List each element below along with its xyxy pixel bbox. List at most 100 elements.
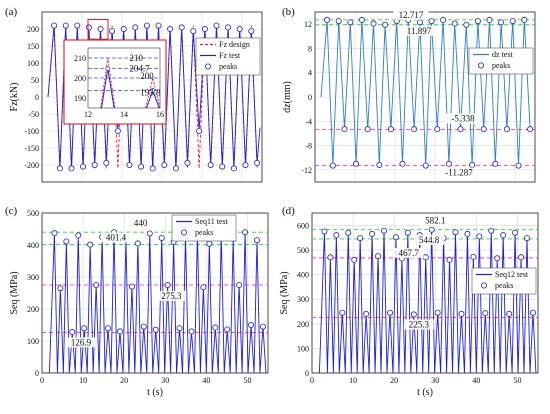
legend-entry: peaks [219, 62, 237, 71]
peak-marker [470, 253, 477, 260]
plot-frame [311, 212, 539, 374]
peak-marker [500, 232, 507, 239]
legend-entry: dz test [492, 50, 513, 59]
peak-marker [458, 310, 465, 317]
peak-marker [85, 24, 92, 31]
inset-peak-marker [105, 66, 111, 71]
peak-marker [327, 254, 334, 261]
inset-x-tick: 14 [120, 110, 128, 119]
series-seq-test [318, 229, 537, 374]
peak-marker [109, 28, 116, 35]
panel-a: -200 -150 -100 -50 0 50 100 150 200 Fz(kN) (a) Fz d… [5, 6, 263, 183]
peak-marker [353, 160, 360, 167]
annotation-box [130, 218, 151, 229]
legend-marker [480, 282, 487, 289]
peak-marker [146, 230, 153, 237]
y-tick-label: -50 [28, 110, 39, 119]
y-axis-label: Fz(kN) [9, 83, 20, 112]
y-tick-label: 12 [304, 20, 312, 29]
peak-marker [457, 126, 464, 133]
plot-frame [41, 212, 269, 374]
annotation-box [438, 167, 480, 178]
peak-marker [200, 284, 207, 291]
peak-marker [527, 126, 534, 133]
y-tick-label: 8 [308, 44, 312, 53]
y-tick-label: -12 [301, 166, 312, 175]
x-axis-label: t (s) [147, 387, 163, 398]
annotation-box [156, 290, 187, 301]
peak-marker [155, 22, 162, 29]
x-tick-label: 50 [243, 376, 251, 385]
peak-marker [219, 163, 226, 170]
panel-b: -12 -8 -4 0 4 8 12 dz(mm) (b) 12.717 11.897 -5.338 -… [282, 6, 536, 183]
annotation-label: 401.4 [106, 233, 127, 243]
plot-frame [41, 11, 263, 183]
annotation-box [445, 113, 481, 124]
y-tick-label: -100 [24, 127, 39, 136]
y-tick-label: 300 [297, 295, 309, 304]
peak-marker [416, 19, 423, 26]
peak-marker [512, 229, 519, 236]
peak-marker [445, 160, 452, 167]
x-axis-label: t (s) [417, 387, 433, 398]
peak-marker [329, 162, 336, 169]
annotation-box [100, 232, 131, 243]
peak-marker [225, 24, 232, 31]
peak-marker [178, 24, 185, 31]
peak-marker [93, 281, 100, 288]
peak-marker [498, 19, 505, 26]
peak-marker [81, 325, 88, 332]
series-dz-test [320, 19, 531, 166]
peak-marker [236, 25, 243, 32]
peak-marker [381, 227, 388, 234]
peak-marker [387, 126, 394, 133]
peak-marker [482, 310, 489, 317]
peak-marker [333, 232, 340, 239]
peak-marker [474, 18, 481, 25]
peak-marker [134, 240, 141, 247]
peak-marker [476, 233, 483, 240]
peak-marker [503, 126, 510, 133]
y-tick-label: 400 [27, 241, 39, 250]
y-tick-label: 100 [297, 344, 309, 353]
inset-frame [63, 39, 167, 125]
peak-marker [57, 285, 64, 292]
legend-entry: peaks [495, 281, 513, 290]
legend-marker [180, 229, 187, 236]
peak-marker [428, 226, 435, 233]
annotation-box [403, 319, 434, 330]
peak-marker [56, 165, 63, 172]
panel-c: 0 100 200 300 400 500 0 10 20 30 40 50 Seq (MPa) t (s… [5, 205, 269, 398]
legend-entry: Fz test [219, 51, 241, 60]
peak-marker [463, 21, 470, 28]
peak-marker [126, 161, 133, 168]
peak-marker [152, 326, 159, 333]
x-tick-label: 20 [120, 376, 128, 385]
peak-marker [428, 18, 435, 25]
annotation-box [393, 9, 429, 20]
annotation-box [414, 234, 445, 245]
peak-marker [248, 28, 255, 35]
y-tick-label: 0 [308, 93, 312, 102]
peak-marker [242, 161, 249, 168]
inset-x-tick: 12 [84, 110, 92, 119]
peak-marker [347, 19, 354, 26]
peak-marker [63, 238, 70, 245]
annotation-label: 582.1 [425, 216, 445, 226]
y-axis-label: Seq (MPa) [9, 271, 20, 314]
peak-marker [363, 310, 370, 317]
peak-marker [91, 161, 98, 168]
legend-entry: peaks [195, 228, 213, 237]
peak-marker [341, 126, 348, 133]
peak-marker [132, 24, 139, 31]
peak-marker [488, 227, 495, 234]
peak-marker [120, 25, 127, 32]
peak-marker [172, 165, 179, 172]
peak-marker [62, 22, 69, 29]
peak-marker [184, 159, 191, 166]
y-tick-label: -8 [305, 142, 312, 151]
annotation-box [66, 337, 97, 348]
peak-marker [190, 28, 197, 35]
y-tick-label: 200 [297, 320, 309, 329]
x-tick-label: 10 [349, 376, 357, 385]
